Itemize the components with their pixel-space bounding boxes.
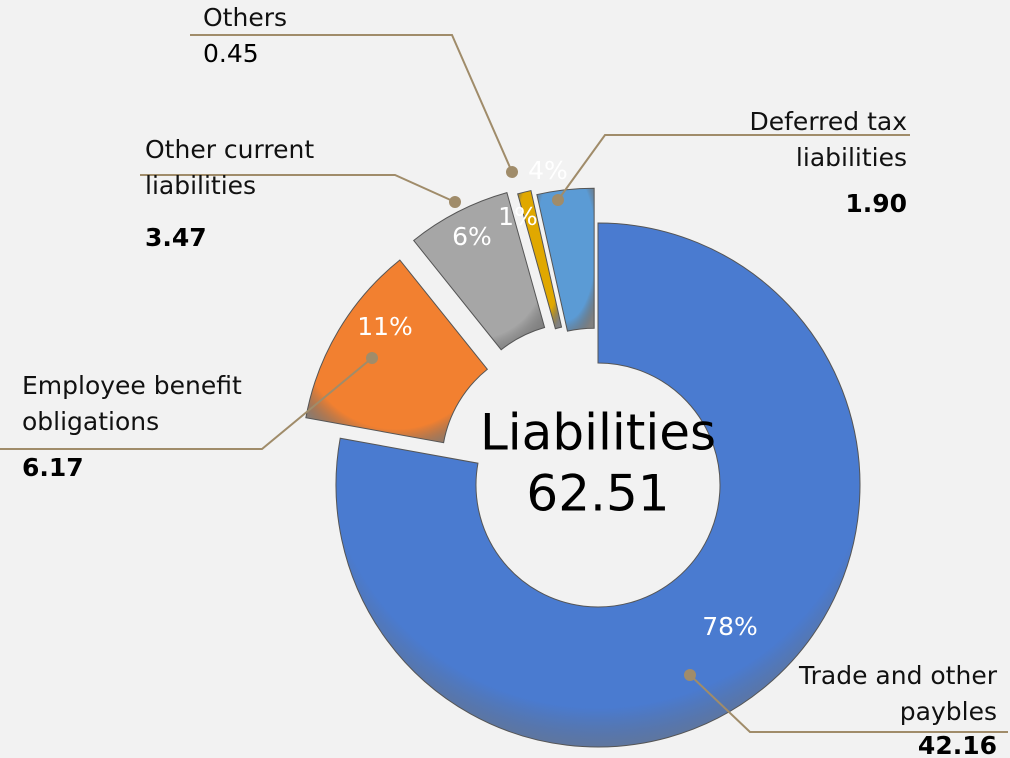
value-label: 1.90 — [845, 189, 907, 218]
category-label: Employee benefit obligations — [22, 371, 242, 436]
leader-line — [689, 674, 1008, 733]
donut-segment — [335, 222, 861, 748]
percent-label: 6% — [452, 222, 492, 251]
leader-dot — [506, 166, 518, 178]
donut-segment — [305, 259, 489, 444]
donut-segment — [412, 192, 546, 351]
center-total: 62.51 — [526, 465, 669, 523]
value-label: 42.16 — [917, 731, 997, 758]
category-label: Other current liabilities — [145, 135, 315, 200]
leader-dot — [552, 194, 564, 206]
center-label: Liabilities — [480, 404, 716, 462]
category-label: Deferred tax liabilities — [749, 107, 908, 172]
donut-segment — [517, 189, 563, 330]
category-label: Trade and other paybles — [799, 661, 997, 726]
leader-line — [0, 357, 373, 450]
leader-line — [190, 34, 513, 173]
leader-line — [140, 174, 456, 203]
value-label: 0.45 — [203, 39, 259, 68]
leader-dot — [684, 669, 696, 681]
value-label: 3.47 — [145, 223, 207, 252]
percent-label: 11% — [357, 312, 413, 341]
leader-dot — [449, 196, 461, 208]
value-label: 6.17 — [22, 453, 84, 482]
percent-label: 78% — [702, 612, 758, 641]
donut-segment — [536, 187, 595, 332]
leader-dot — [366, 352, 378, 364]
leader-line — [557, 134, 910, 201]
percent-label: 1% — [498, 202, 538, 231]
category-label: Others — [203, 3, 288, 32]
percent-label: 4% — [528, 156, 568, 185]
